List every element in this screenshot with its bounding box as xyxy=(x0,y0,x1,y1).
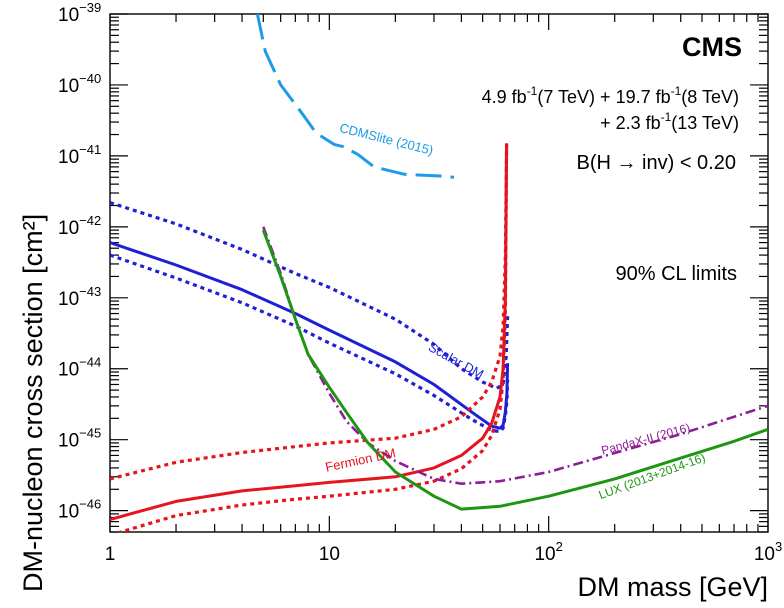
y-tick-label: 10−39 xyxy=(58,0,101,26)
x-tick-label: 103 xyxy=(754,539,782,565)
series-curve-0 xyxy=(255,14,455,179)
y-tick-label: 10−41 xyxy=(58,142,101,168)
curve-label-2: Fermion DM xyxy=(324,445,397,475)
limit-curves xyxy=(110,14,768,532)
series-curve-3 xyxy=(110,253,510,434)
y-tick-label: 10−46 xyxy=(58,497,101,523)
y-tick-label: 10−43 xyxy=(58,284,101,310)
series-curve-4 xyxy=(110,143,509,521)
experiment-label: CMS xyxy=(682,32,742,62)
luminosity-line-1: 4.9 fb-1(7 TeV) + 19.7 fb-1(8 TeV) xyxy=(482,84,739,107)
y-tick-label: 10−45 xyxy=(58,426,101,452)
curve-label-4: LUX (2013+2014-16) xyxy=(597,450,707,502)
series-curve-5 xyxy=(110,143,509,481)
y-tick-label: 10−40 xyxy=(58,71,101,97)
y-axis-title: DM-nucleon cross section [cm²] xyxy=(18,214,48,592)
branching-ratio-label: B(H → inv) < 0.20 xyxy=(576,152,736,174)
x-tick-label: 1 xyxy=(105,544,116,565)
x-tick-label: 102 xyxy=(534,539,562,565)
plot-frame xyxy=(109,13,769,533)
y-tick-label: 10−42 xyxy=(58,213,101,239)
x-tick-label: 10 xyxy=(319,544,340,565)
series-curve-2 xyxy=(110,201,510,390)
y-tick-label: 10−44 xyxy=(58,355,101,381)
luminosity-line-2: + 2.3 fb-1(13 TeV) xyxy=(600,110,739,133)
cl-label: 90% CL limits xyxy=(615,263,737,285)
curve-label-1: Scalar DM xyxy=(426,339,486,382)
axis-ticks xyxy=(109,13,769,533)
curve-label-3: PandaX-II (2016) xyxy=(600,420,692,457)
x-axis-title: DM mass [GeV] xyxy=(577,572,768,602)
axis-tick-labels: 1 10 102 103 10−46 10−45 10−44 10−43 10−42 10−41 1… xyxy=(58,0,782,565)
series-curve-6 xyxy=(115,143,509,532)
series-curve-1 xyxy=(110,241,510,430)
series-curve-8 xyxy=(261,229,768,511)
